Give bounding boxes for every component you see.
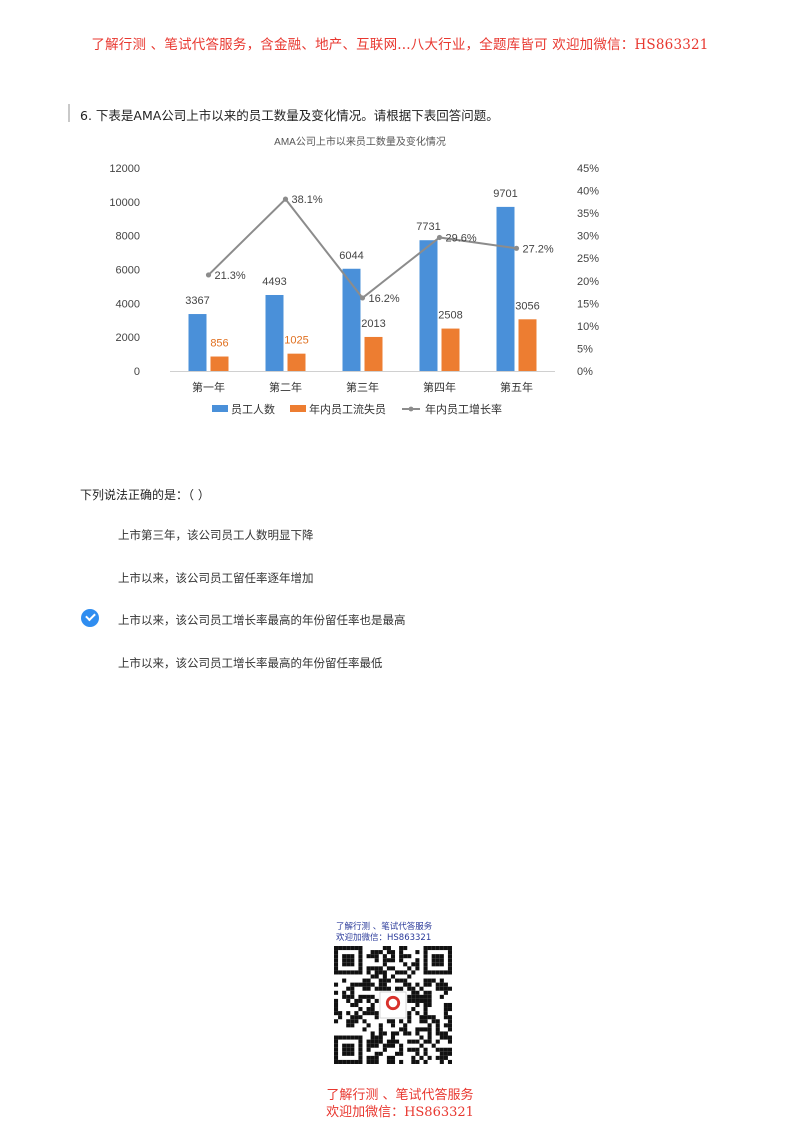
right-axis-tick: 15% xyxy=(577,298,599,310)
left-axis-tick: 2000 xyxy=(116,332,140,344)
qr-caption: 了解行测 、笔试代答服务 欢迎加微信：HS863321 xyxy=(336,922,476,944)
growth-rate-label: 27.2% xyxy=(523,243,554,255)
bar-turnover xyxy=(287,353,306,371)
left-axis-tick: 0 xyxy=(134,366,140,378)
option-d[interactable]: 上市以来，该公司员工增长率最高的年份留任率最低 xyxy=(118,656,383,670)
growth-rate-label: 21.3% xyxy=(215,270,246,282)
right-axis-tick: 35% xyxy=(577,208,599,220)
bar-employees xyxy=(265,294,284,371)
selected-check-icon xyxy=(81,609,99,627)
left-axis-tick: 6000 xyxy=(116,265,140,277)
option-c[interactable]: 上市以来，该公司员工增长率最高的年份留任率也是最高 xyxy=(118,613,406,627)
question-stem: 下列说法正确的是：（ ） xyxy=(80,488,210,502)
bar-label-employees: 9701 xyxy=(493,188,517,200)
growth-rate-line xyxy=(207,197,517,300)
bar-label-turnover: 1025 xyxy=(284,335,308,347)
left-axis-tick: 8000 xyxy=(116,231,140,243)
legend-label-growth: 年内员工增长率 xyxy=(425,402,502,416)
bar-turnover xyxy=(518,319,537,371)
category-label: 第三年 xyxy=(346,380,379,394)
employee-chart: AMA公司上市以来员工数量及变化情况 0 2000 4000 6000 8000 10000… xyxy=(110,128,630,428)
category-label: 第一年 xyxy=(192,380,225,394)
option-a[interactable]: 上市第三年，该公司员工人数明显下降 xyxy=(118,528,314,542)
qr-code-icon xyxy=(334,946,452,1064)
bar-label-employees: 3367 xyxy=(185,295,209,307)
option-b[interactable]: 上市以来，该公司员工留任率逐年增加 xyxy=(118,571,314,585)
left-axis-tick: 10000 xyxy=(110,197,140,209)
chart-svg: AMA公司上市以来员工数量及变化情况 0 2000 4000 6000 8000 10000… xyxy=(110,135,599,416)
legend-label-employees: 员工人数 xyxy=(231,403,275,416)
right-axis-tick: 40% xyxy=(577,186,599,198)
right-axis-tick: 10% xyxy=(577,321,599,333)
legend-swatch-turnover xyxy=(290,405,306,412)
bar-employees xyxy=(188,314,207,371)
bar-employees xyxy=(342,268,361,371)
category-label: 第二年 xyxy=(269,380,302,394)
bar-label-employees: 6044 xyxy=(339,250,363,262)
top-banner: 了解行测 、笔试代答服务，含金融、地产、互联网...八大行业，全题库皆可 欢迎加… xyxy=(91,37,709,53)
right-axis-tick: 25% xyxy=(577,253,599,265)
bar-label-turnover: 2508 xyxy=(438,310,462,322)
qr-caption-line2: 欢迎加微信：HS863321 xyxy=(336,933,432,943)
bar-label-employees: 4493 xyxy=(262,276,286,288)
growth-rate-point xyxy=(282,196,289,202)
growth-rate-point xyxy=(205,272,212,278)
right-axis-tick: 45% xyxy=(577,163,599,175)
legend-swatch-growth-dot xyxy=(408,406,414,412)
growth-rate-label: 16.2% xyxy=(369,293,400,305)
left-axis-tick: 12000 xyxy=(110,163,140,175)
legend-swatch-employees xyxy=(212,405,228,412)
right-axis-tick: 5% xyxy=(577,343,593,355)
category-label: 第四年 xyxy=(423,380,456,394)
left-axis-tick: 4000 xyxy=(116,298,140,310)
chart-title: AMA公司上市以来员工数量及变化情况 xyxy=(274,135,446,148)
category-label: 第五年 xyxy=(500,380,533,394)
bar-employees xyxy=(419,240,438,371)
footer-line2: 欢迎加微信：HS863321 xyxy=(326,1105,474,1120)
growth-rate-point xyxy=(513,245,520,251)
growth-rate-label: 38.1% xyxy=(292,194,323,206)
growth-rate-point xyxy=(436,234,443,241)
growth-rate-label: 29.6% xyxy=(446,232,477,244)
right-axis-tick: 0% xyxy=(577,366,593,378)
legend-label-turnover: 年内员工流失员 xyxy=(309,402,386,416)
bar-label-employees: 7731 xyxy=(416,221,440,233)
right-axis-tick: 30% xyxy=(577,231,599,243)
bar-employees xyxy=(496,206,515,371)
bar-label-turnover: 3056 xyxy=(515,300,539,312)
bar-turnover xyxy=(441,328,460,371)
growth-rate-point xyxy=(359,295,366,301)
bar-turnover xyxy=(210,356,229,371)
footer-line1: 了解行测 、笔试代答服务 xyxy=(326,1088,474,1103)
right-axis-tick: 20% xyxy=(577,276,599,288)
question-title: 6. 下表是AMA公司上市以来的员工数量及变化情况。请根据下表回答问题。 xyxy=(80,108,499,123)
question-marker xyxy=(68,104,70,122)
bar-label-turnover: 856 xyxy=(210,338,228,350)
bar-label-turnover: 2013 xyxy=(361,318,385,330)
qr-caption-line1: 了解行测 、笔试代答服务 xyxy=(336,922,433,932)
bar-turnover xyxy=(364,336,383,371)
